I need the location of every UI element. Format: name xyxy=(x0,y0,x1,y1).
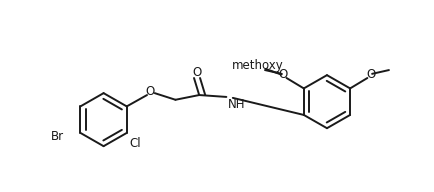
Text: O: O xyxy=(366,68,375,81)
Text: O: O xyxy=(192,66,202,79)
Text: Cl: Cl xyxy=(129,137,141,150)
Text: O: O xyxy=(146,85,155,98)
Text: O: O xyxy=(279,68,288,81)
Text: NH: NH xyxy=(227,98,245,111)
Text: methoxy: methoxy xyxy=(232,59,284,72)
Text: Br: Br xyxy=(51,130,64,143)
